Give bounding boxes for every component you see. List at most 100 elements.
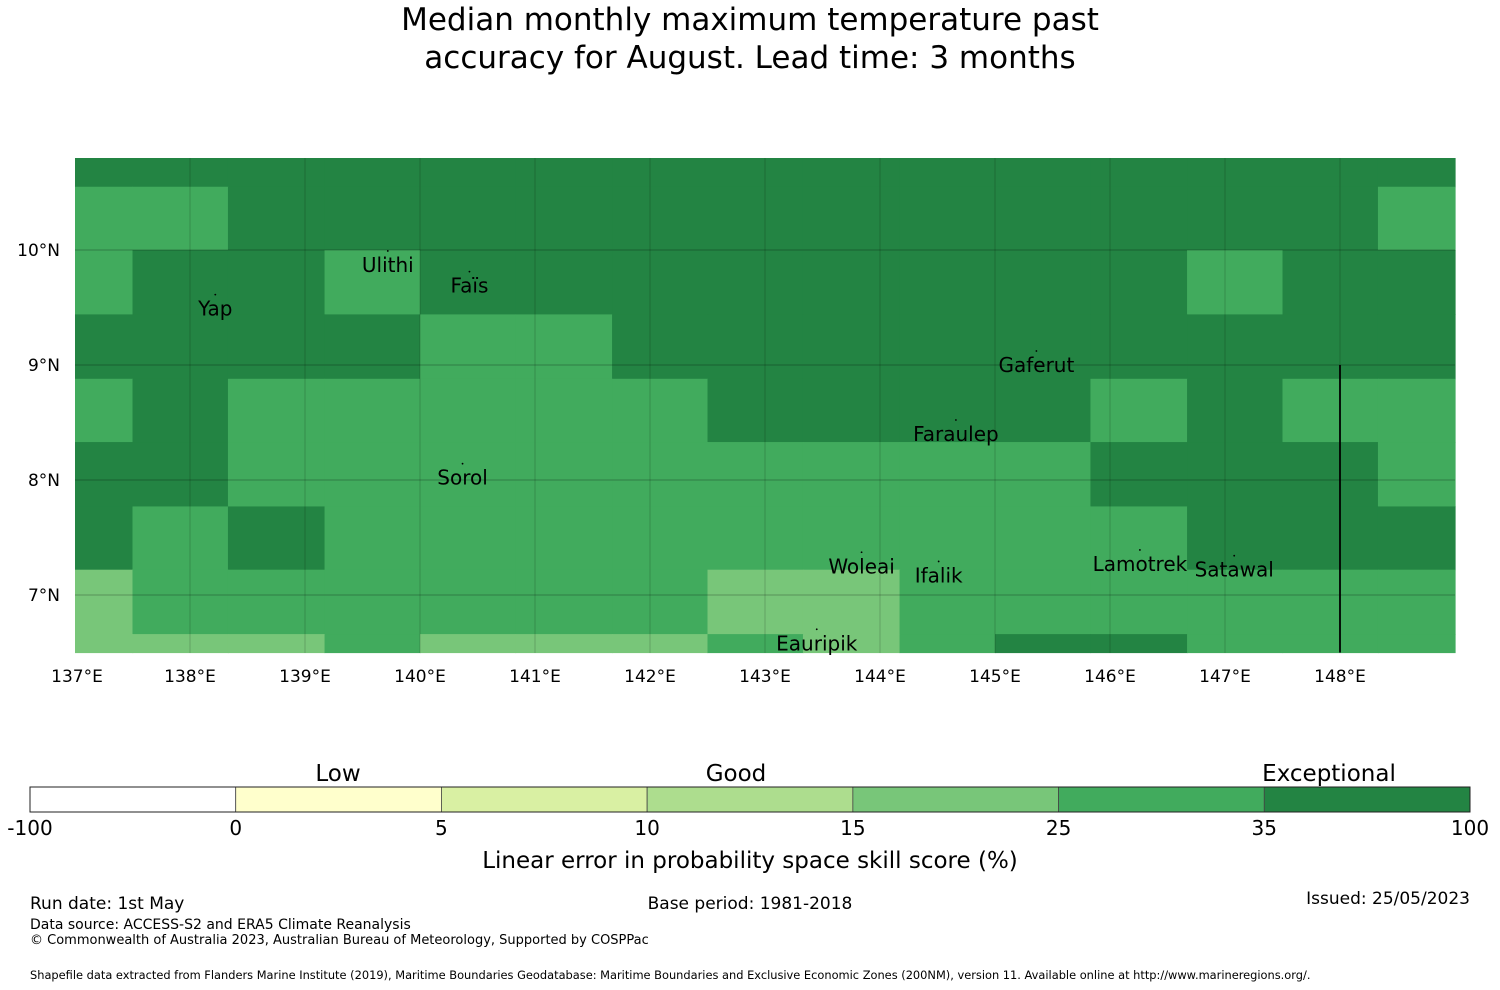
skill-cell [899, 506, 996, 571]
skill-cell [324, 569, 421, 635]
colorbar-axis-label: Linear error in probability space skill … [482, 848, 1018, 874]
colorbar-tick-label: 35 [1252, 816, 1277, 840]
lon-tick-label: 145°E [969, 667, 1021, 687]
skill-cell [324, 158, 421, 188]
skill-cell [707, 634, 804, 654]
colorbar-segment [1058, 786, 1265, 813]
skill-cell [515, 506, 613, 571]
skill-cell [75, 506, 134, 571]
issued-date: Issued: 25/05/2023 [1306, 889, 1470, 909]
graticule [75, 158, 1455, 653]
skill-category-label: Low [315, 761, 360, 787]
skill-cell [995, 506, 1092, 571]
skill-cell [707, 314, 804, 380]
colorbar-segment [1263, 786, 1471, 813]
skill-cell [1377, 442, 1456, 508]
colorbar-segment [29, 786, 237, 813]
skill-cell [995, 186, 1092, 251]
skill-cell [1282, 506, 1379, 571]
place-label: Ifalik [915, 563, 963, 587]
skill-cell [1090, 378, 1188, 443]
skill-cell [515, 442, 613, 508]
skill-cell [612, 186, 709, 251]
skill-cell [324, 378, 421, 443]
lon-tick-label: 141°E [509, 667, 561, 687]
skill-cell [802, 569, 901, 635]
place-labels: Ulithi Faïs Yap Gaferut Faraulep Sorol Woleai I… [197, 250, 1274, 655]
lat-tick-label: 7°N [28, 586, 60, 606]
skill-cell [899, 314, 996, 380]
skill-cell [75, 378, 134, 443]
skill-cell [1282, 634, 1379, 654]
skill-cell [1187, 314, 1284, 380]
skill-cell [1090, 634, 1188, 654]
skill-cell [324, 634, 421, 654]
skill-cell [420, 378, 517, 443]
skill-cell [515, 186, 613, 251]
lon-tick-label: 139°E [279, 667, 331, 687]
lon-tick-label: 140°E [394, 667, 446, 687]
skill-cell [227, 186, 326, 251]
skill-cell [1282, 569, 1379, 635]
lon-tick-label: 143°E [739, 667, 791, 687]
skill-cell [227, 442, 326, 508]
skill-cell [420, 250, 517, 315]
skill-cell [612, 314, 709, 380]
place-label: Faïs [450, 274, 488, 298]
skill-cell [132, 569, 229, 635]
skill-cell [132, 442, 229, 508]
island-marker [1139, 549, 1141, 551]
run-date: Run date: 1st May [30, 894, 185, 914]
lat-tick-label: 8°N [28, 471, 60, 491]
skill-cell [132, 186, 229, 251]
island-marker [937, 560, 940, 563]
skill-cell [899, 158, 996, 188]
colorbar-segment [235, 786, 442, 813]
skill-cell [899, 186, 996, 251]
skill-cell [995, 314, 1092, 380]
colorbar-segment [852, 786, 1059, 813]
skill-cell [899, 442, 996, 508]
skill-cell [707, 506, 804, 571]
skill-cell [75, 442, 134, 508]
skill-cell [995, 569, 1092, 635]
colorbar-tick-label: 0 [229, 816, 242, 840]
skill-cell [132, 506, 229, 571]
colorbar-tick-label: 15 [840, 816, 865, 840]
skill-cell [995, 158, 1092, 188]
skill-cell [802, 250, 901, 315]
skill-cell [420, 442, 517, 508]
lon-tick-label: 146°E [1084, 667, 1136, 687]
skill-cell [1090, 314, 1188, 380]
skill-cell [1377, 569, 1456, 635]
skill-cell [1187, 442, 1284, 508]
skill-cell [227, 569, 326, 635]
skill-cell [707, 186, 804, 251]
skill-cell [995, 378, 1092, 443]
skill-cell [420, 634, 517, 654]
skill-cell [75, 250, 134, 315]
skill-cell [802, 158, 901, 188]
skill-cell [1187, 506, 1284, 571]
colorbar-frame [29, 786, 1471, 813]
skill-cell [132, 250, 229, 315]
colorbar-tick-label: 100 [1451, 816, 1489, 840]
skill-cell [707, 569, 804, 635]
skill-cell [75, 314, 134, 380]
skill-cell [324, 442, 421, 508]
skill-cell [707, 378, 804, 443]
skill-cell [1090, 250, 1188, 315]
base-period: Base period: 1981-2018 [647, 894, 853, 914]
island-marker [386, 250, 389, 252]
skill-cell [75, 186, 134, 251]
skill-cell [132, 634, 229, 654]
data-source: Data source: ACCESS-S2 and ERA5 Climate … [30, 917, 411, 933]
skill-cell [1090, 186, 1188, 251]
skill-category-label: Good [706, 761, 767, 787]
lon-tick-label: 144°E [854, 667, 906, 687]
lon-tick-label: 142°E [624, 667, 676, 687]
skill-cell [1282, 442, 1379, 508]
skill-cell [324, 186, 421, 251]
skill-cell [75, 158, 134, 188]
